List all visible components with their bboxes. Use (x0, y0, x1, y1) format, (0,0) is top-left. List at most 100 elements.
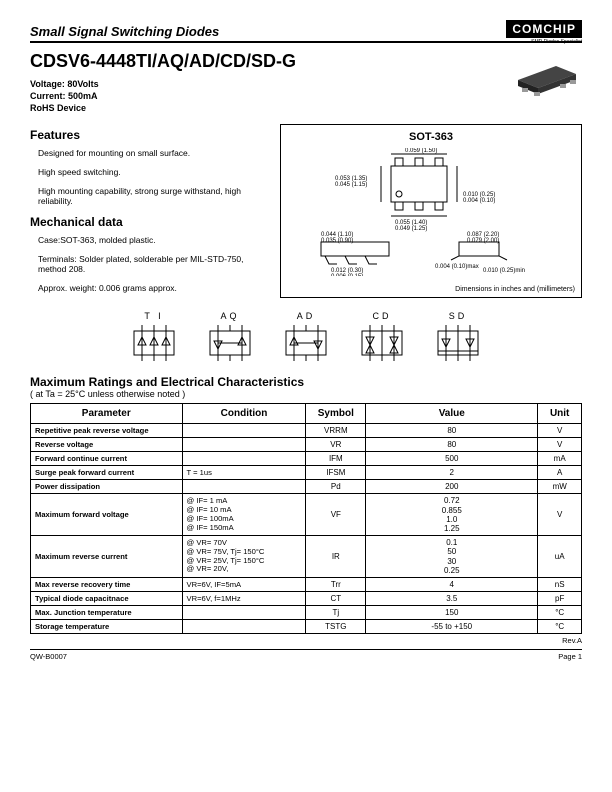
brand-block: COMCHIP SMD Diodes Specialist (506, 20, 582, 45)
variant-aq: AQ (206, 311, 254, 365)
col-condition: Condition (182, 404, 306, 424)
table-cell: 3.5 (366, 591, 538, 605)
table-row: Storage temperatureTSTG-55 to +150°C (31, 619, 582, 633)
table-cell: mW (538, 480, 582, 494)
table-cell: Max reverse recovery time (31, 577, 183, 591)
table-cell: VR=6V, IF=5mA (182, 577, 306, 591)
table-cell: °C (538, 605, 582, 619)
svg-text:0.004 (0.10)max: 0.004 (0.10)max (435, 264, 479, 270)
revision-label: Rev.A (30, 636, 582, 645)
table-row: Max. Junction temperature Tj150°C (31, 605, 582, 619)
table-cell: 500 (366, 452, 538, 466)
package-dim-note: Dimensions in inches and (millimeters) (455, 286, 575, 293)
table-cell: Typical diode capacitnace (31, 591, 183, 605)
table-cell (182, 424, 306, 438)
ratings-subheading: ( at Ta = 25°C unless otherwise noted ) (30, 389, 582, 399)
table-cell: V (538, 438, 582, 452)
part-number: CDSV6-4448TI/AQ/AD/CD/SD-G (30, 51, 582, 72)
table-cell: IR (306, 536, 366, 578)
package-drawing-frame: SOT-363 0.067 (1.70)0.059 (1.50 (280, 124, 582, 298)
table-cell: T = 1us (182, 466, 306, 480)
table-cell: @ VR= 70V@ VR= 75V, Tj= 150°C@ VR= 25V, … (182, 536, 306, 578)
table-cell: Repetitive peak reverse voltage (31, 424, 183, 438)
table-cell: A (538, 466, 582, 480)
category-title: Small Signal Switching Diodes (30, 24, 582, 43)
table-cell (182, 605, 306, 619)
table-row: Maximum reverse current@ VR= 70V@ VR= 75… (31, 536, 582, 578)
spec-current: Current: 500mA (30, 90, 582, 102)
svg-text:0.087 (2.20)0.079 (2.00): 0.087 (2.20)0.079 (2.00) (467, 232, 499, 244)
key-specs: Voltage: 80Volts Current: 500mA RoHS Dev… (30, 78, 582, 114)
table-row: Maximum forward voltage@ IF= 1 mA@ IF= 1… (31, 494, 582, 536)
variant-row: T I AQ AD CD SD (30, 311, 582, 365)
variant-ad: AD (282, 311, 330, 365)
page-footer: QW-B0007 Page 1 (30, 649, 582, 661)
table-cell: 4 (366, 577, 538, 591)
table-row: Max reverse recovery timeVR=6V, IF=5mATr… (31, 577, 582, 591)
table-cell: Forward continue current (31, 452, 183, 466)
table-cell (182, 438, 306, 452)
svg-text:0.044 (1.10)0.035 (0.90): 0.044 (1.10)0.035 (0.90) (321, 232, 353, 244)
table-row: Typical diode capacitnaceVR=6V, f=1MHzCT… (31, 591, 582, 605)
table-cell: VRRM (306, 424, 366, 438)
table-cell: Surge peak forward current (31, 466, 183, 480)
feature-item: Designed for mounting on small surface. (30, 148, 268, 159)
table-cell: @ IF= 1 mA@ IF= 10 mA@ IF= 100mA@ IF= 15… (182, 494, 306, 536)
table-header-row: Parameter Condition Symbol Value Unit (31, 404, 582, 424)
variant-ti: T I (130, 311, 178, 365)
table-cell: uA (538, 536, 582, 578)
table-cell: Storage temperature (31, 619, 183, 633)
feature-item: High speed switching. (30, 167, 268, 178)
table-cell: V (538, 494, 582, 536)
table-cell: CT (306, 591, 366, 605)
svg-text:0.053 (1.35)0.045 (1.15): 0.053 (1.35)0.045 (1.15) (335, 176, 367, 188)
table-cell: °C (538, 619, 582, 633)
table-row: Power dissipation Pd200mW (31, 480, 582, 494)
table-cell: mA (538, 452, 582, 466)
col-parameter: Parameter (31, 404, 183, 424)
doc-number: QW-B0007 (30, 652, 67, 661)
table-cell: IFSM (306, 466, 366, 480)
table-cell: 200 (366, 480, 538, 494)
feature-item: High mounting capability, strong surge w… (30, 186, 268, 207)
table-row: Repetitive peak reverse voltage VRRM80V (31, 424, 582, 438)
svg-text:0.010 (0.25)min: 0.010 (0.25)min (483, 268, 525, 274)
variant-sd: SD (434, 311, 482, 365)
table-cell: nS (538, 577, 582, 591)
package-title: SOT-363 (287, 131, 575, 143)
table-cell: 0.150300.25 (366, 536, 538, 578)
brand-logo: COMCHIP (506, 20, 582, 38)
table-cell: V (538, 424, 582, 438)
spec-rohs: RoHS Device (30, 102, 582, 114)
page-number: Page 1 (558, 652, 582, 661)
mech-item: Case:SOT-363, molded plastic. (30, 235, 268, 246)
table-cell: Maximum forward voltage (31, 494, 183, 536)
ratings-heading: Maximum Ratings and Electrical Character… (30, 375, 582, 389)
table-cell: VR (306, 438, 366, 452)
table-cell: Power dissipation (31, 480, 183, 494)
characteristics-table: Parameter Condition Symbol Value Unit Re… (30, 403, 582, 634)
dim-top-w: 0.067 (1.70)0.059 (1.50) (405, 148, 437, 154)
table-cell (182, 452, 306, 466)
table-cell: -55 to +150 (366, 619, 538, 633)
features-heading: Features (30, 128, 268, 142)
table-cell: VR=6V, f=1MHz (182, 591, 306, 605)
package-drawing: 0.067 (1.70)0.059 (1.50) 0.053 (1.35)0.0… (287, 147, 575, 277)
table-cell: pF (538, 591, 582, 605)
table-cell: Pd (306, 480, 366, 494)
col-symbol: Symbol (306, 404, 366, 424)
table-cell: 0.720.8551.01.25 (366, 494, 538, 536)
table-cell: Max. Junction temperature (31, 605, 183, 619)
variant-cd: CD (358, 311, 406, 365)
table-row: Reverse voltageVR80V (31, 438, 582, 452)
brand-tagline: SMD Diodes Specialist (506, 39, 582, 45)
table-cell: Maximum reverse current (31, 536, 183, 578)
mech-item: Approx. weight: 0.006 grams approx. (30, 283, 268, 294)
table-cell (182, 480, 306, 494)
svg-text:0.010 (0.25)0.004 (0.10): 0.010 (0.25)0.004 (0.10) (463, 192, 495, 204)
table-cell: 150 (366, 605, 538, 619)
table-cell: 80 (366, 424, 538, 438)
table-row: Surge peak forward currentT = 1usIFSM2A (31, 466, 582, 480)
table-cell: Tj (306, 605, 366, 619)
table-cell: 2 (366, 466, 538, 480)
